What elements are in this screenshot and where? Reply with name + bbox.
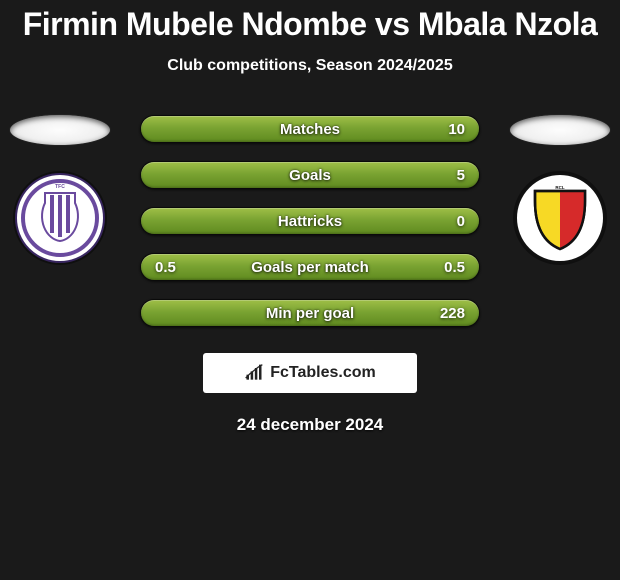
stat-row: Goals 5 — [140, 161, 480, 189]
stat-value-right: 0 — [457, 208, 465, 234]
page-title: Firmin Mubele Ndombe vs Mbala Nzola — [0, 6, 620, 43]
stat-value-right: 0.5 — [444, 254, 465, 280]
stat-value-right: 10 — [448, 116, 465, 142]
stat-label: Goals per match — [141, 254, 479, 280]
stats-list: Matches 10 Goals 5 Hattricks 0 0.5 Goals… — [140, 115, 480, 327]
brand-badge: FcTables.com — [203, 353, 417, 393]
stat-label: Matches — [141, 116, 479, 142]
comparison-panel: TFC RCL Matches 10 — [0, 115, 620, 435]
svg-text:RCL: RCL — [555, 185, 564, 190]
stat-label: Hattricks — [141, 208, 479, 234]
stat-label: Min per goal — [141, 300, 479, 326]
player-left-photo-placeholder — [10, 115, 110, 145]
player-right-column: RCL — [500, 115, 620, 263]
subtitle: Club competitions, Season 2024/2025 — [0, 57, 620, 75]
stat-row: 0.5 Goals per match 0.5 — [140, 253, 480, 281]
club-badge-right: RCL — [515, 173, 605, 263]
stat-value-right: 5 — [457, 162, 465, 188]
date-label: 24 december 2024 — [0, 415, 620, 435]
stat-label: Goals — [141, 162, 479, 188]
stat-row: Matches 10 — [140, 115, 480, 143]
stat-row: Min per goal 228 — [140, 299, 480, 327]
player-left-column: TFC — [0, 115, 120, 263]
chart-icon — [244, 363, 264, 383]
svg-text:TFC: TFC — [55, 184, 65, 190]
club-badge-left: TFC — [15, 173, 105, 263]
stat-value-right: 228 — [440, 300, 465, 326]
brand-text: FcTables.com — [270, 364, 376, 382]
stat-row: Hattricks 0 — [140, 207, 480, 235]
player-right-photo-placeholder — [510, 115, 610, 145]
